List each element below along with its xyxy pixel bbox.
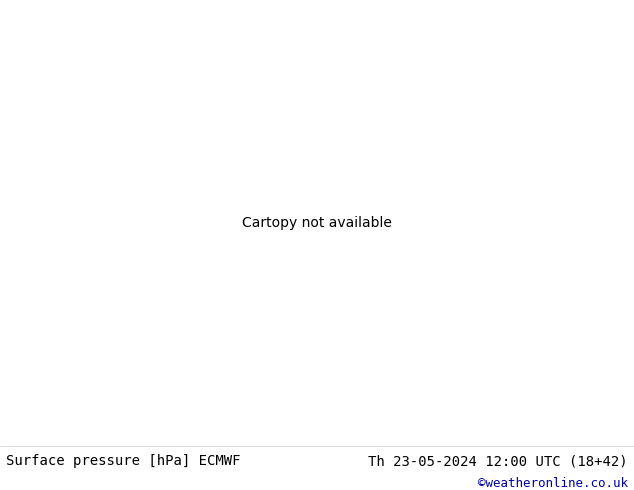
Text: Surface pressure [hPa] ECMWF: Surface pressure [hPa] ECMWF	[6, 454, 241, 468]
Text: Cartopy not available: Cartopy not available	[242, 216, 392, 230]
Text: ©weatheronline.co.uk: ©weatheronline.co.uk	[477, 477, 628, 490]
Text: Th 23-05-2024 12:00 UTC (18+42): Th 23-05-2024 12:00 UTC (18+42)	[368, 454, 628, 468]
